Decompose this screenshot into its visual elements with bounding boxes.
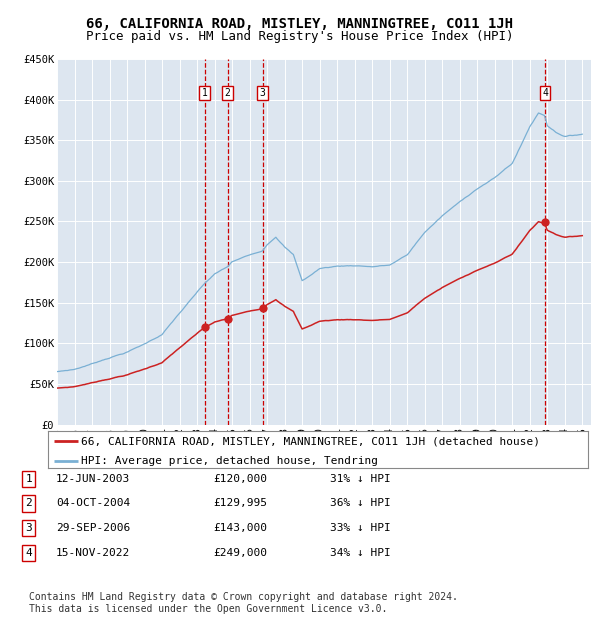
Text: 1: 1 bbox=[25, 474, 32, 484]
Text: 2: 2 bbox=[225, 88, 230, 98]
Text: 29-SEP-2006: 29-SEP-2006 bbox=[56, 523, 130, 533]
Text: £129,995: £129,995 bbox=[213, 498, 267, 508]
Text: 4: 4 bbox=[25, 548, 32, 558]
Text: 33% ↓ HPI: 33% ↓ HPI bbox=[329, 523, 391, 533]
Text: 3: 3 bbox=[260, 88, 265, 98]
Text: 12-JUN-2003: 12-JUN-2003 bbox=[56, 474, 130, 484]
Text: 31% ↓ HPI: 31% ↓ HPI bbox=[329, 474, 391, 484]
Text: £249,000: £249,000 bbox=[213, 548, 267, 558]
Text: 4: 4 bbox=[542, 88, 548, 98]
Text: 2: 2 bbox=[25, 498, 32, 508]
Text: 66, CALIFORNIA ROAD, MISTLEY, MANNINGTREE, CO11 1JH (detached house): 66, CALIFORNIA ROAD, MISTLEY, MANNINGTRE… bbox=[82, 436, 541, 446]
Text: Price paid vs. HM Land Registry's House Price Index (HPI): Price paid vs. HM Land Registry's House … bbox=[86, 30, 514, 43]
Text: 34% ↓ HPI: 34% ↓ HPI bbox=[329, 548, 391, 558]
Text: Contains HM Land Registry data © Crown copyright and database right 2024.
This d: Contains HM Land Registry data © Crown c… bbox=[29, 592, 458, 614]
Text: 3: 3 bbox=[25, 523, 32, 533]
Text: 1: 1 bbox=[202, 88, 208, 98]
Text: 04-OCT-2004: 04-OCT-2004 bbox=[56, 498, 130, 508]
Text: HPI: Average price, detached house, Tendring: HPI: Average price, detached house, Tend… bbox=[82, 456, 379, 466]
Text: 66, CALIFORNIA ROAD, MISTLEY, MANNINGTREE, CO11 1JH: 66, CALIFORNIA ROAD, MISTLEY, MANNINGTRE… bbox=[86, 17, 514, 32]
Text: 36% ↓ HPI: 36% ↓ HPI bbox=[329, 498, 391, 508]
Text: £143,000: £143,000 bbox=[213, 523, 267, 533]
Text: 15-NOV-2022: 15-NOV-2022 bbox=[56, 548, 130, 558]
Text: £120,000: £120,000 bbox=[213, 474, 267, 484]
